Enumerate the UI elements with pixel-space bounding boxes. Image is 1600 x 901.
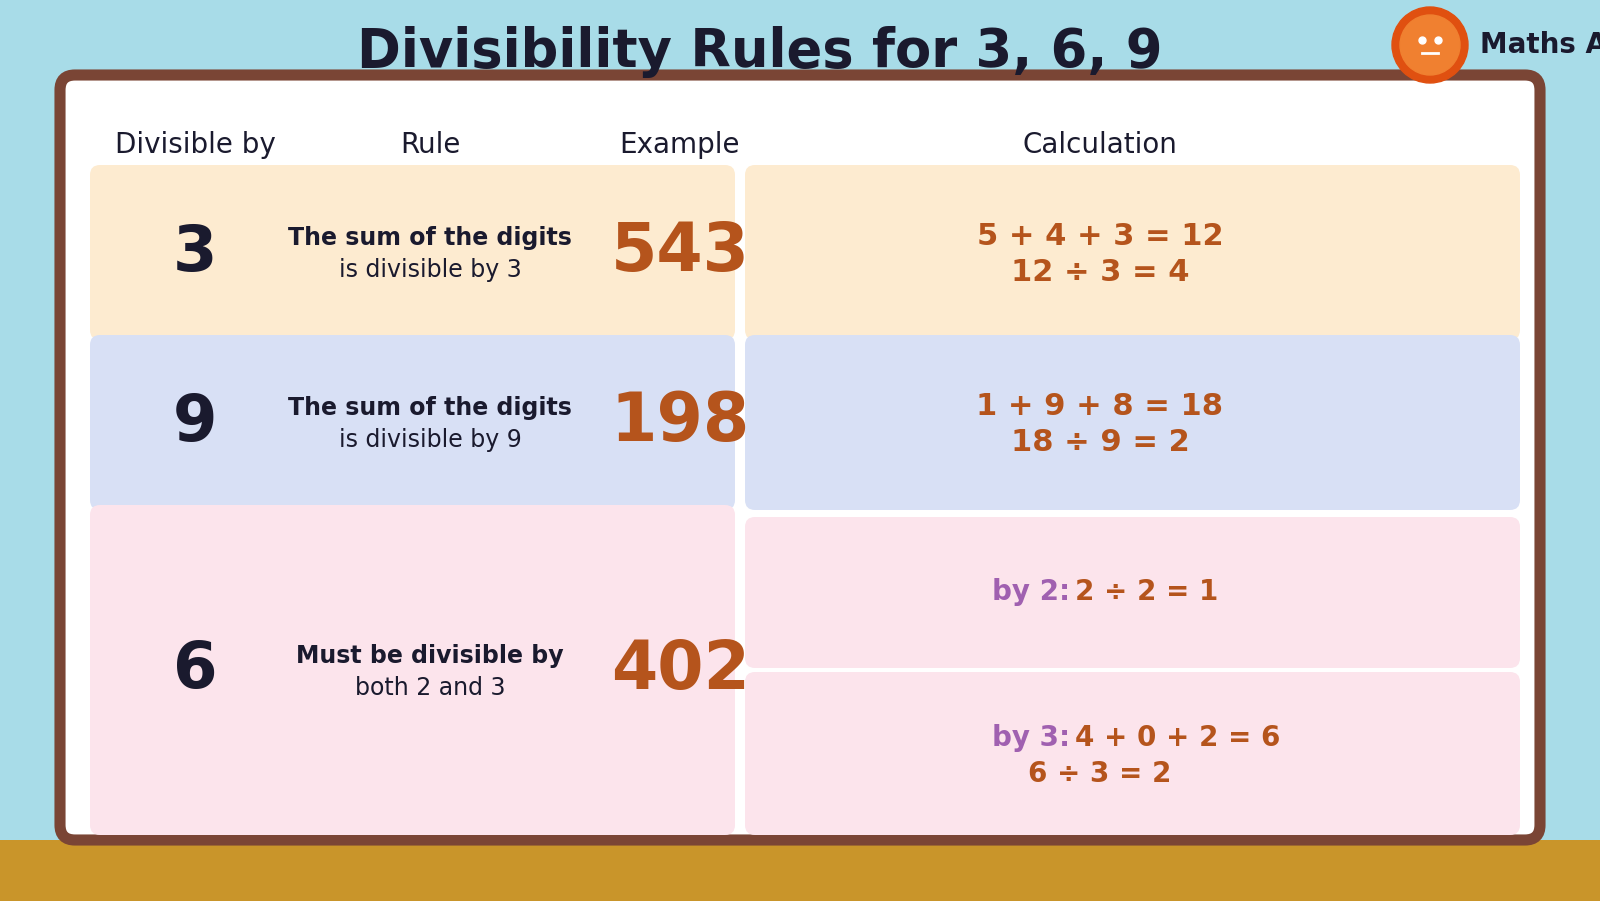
Text: 3: 3 bbox=[173, 222, 218, 284]
Text: by 3:: by 3: bbox=[992, 724, 1070, 751]
Text: The sum of the digits: The sum of the digits bbox=[288, 396, 571, 421]
Text: 1 + 9 + 8 = 18: 1 + 9 + 8 = 18 bbox=[976, 392, 1224, 421]
FancyBboxPatch shape bbox=[90, 505, 734, 835]
Text: Calculation: Calculation bbox=[1022, 131, 1178, 159]
FancyBboxPatch shape bbox=[746, 335, 1520, 510]
Text: 9: 9 bbox=[173, 392, 218, 453]
FancyBboxPatch shape bbox=[746, 672, 1520, 835]
Text: 543: 543 bbox=[611, 220, 749, 286]
FancyBboxPatch shape bbox=[0, 840, 1600, 901]
Text: 402: 402 bbox=[611, 637, 749, 703]
Text: both 2 and 3: both 2 and 3 bbox=[355, 676, 506, 700]
Circle shape bbox=[1400, 15, 1459, 75]
Text: 18 ÷ 9 = 2: 18 ÷ 9 = 2 bbox=[1011, 428, 1189, 457]
Text: Rule: Rule bbox=[400, 131, 461, 159]
Text: 198: 198 bbox=[610, 389, 750, 456]
Circle shape bbox=[1392, 7, 1469, 83]
Text: by 2:: by 2: bbox=[992, 578, 1070, 606]
Text: 2 ÷ 2 = 1: 2 ÷ 2 = 1 bbox=[1075, 578, 1218, 606]
Text: Maths Angel: Maths Angel bbox=[1480, 31, 1600, 59]
FancyBboxPatch shape bbox=[61, 75, 1539, 840]
Text: Divisible by: Divisible by bbox=[115, 131, 275, 159]
Text: 4 + 0 + 2 = 6: 4 + 0 + 2 = 6 bbox=[1075, 724, 1280, 751]
Text: 12 ÷ 3 = 4: 12 ÷ 3 = 4 bbox=[1011, 258, 1189, 287]
FancyBboxPatch shape bbox=[746, 517, 1520, 668]
Text: Example: Example bbox=[619, 131, 741, 159]
FancyBboxPatch shape bbox=[90, 335, 734, 510]
FancyBboxPatch shape bbox=[746, 165, 1520, 340]
Text: The sum of the digits: The sum of the digits bbox=[288, 226, 571, 250]
FancyBboxPatch shape bbox=[90, 165, 734, 340]
Text: Divisibility Rules for 3, 6, 9: Divisibility Rules for 3, 6, 9 bbox=[357, 26, 1163, 78]
Text: is divisible by 3: is divisible by 3 bbox=[339, 259, 522, 283]
Text: 5 + 4 + 3 = 12: 5 + 4 + 3 = 12 bbox=[976, 222, 1224, 251]
Text: is divisible by 9: is divisible by 9 bbox=[339, 429, 522, 452]
Text: Must be divisible by: Must be divisible by bbox=[296, 644, 563, 668]
Text: 6: 6 bbox=[173, 639, 218, 701]
Text: 6 ÷ 3 = 2: 6 ÷ 3 = 2 bbox=[1029, 760, 1171, 787]
